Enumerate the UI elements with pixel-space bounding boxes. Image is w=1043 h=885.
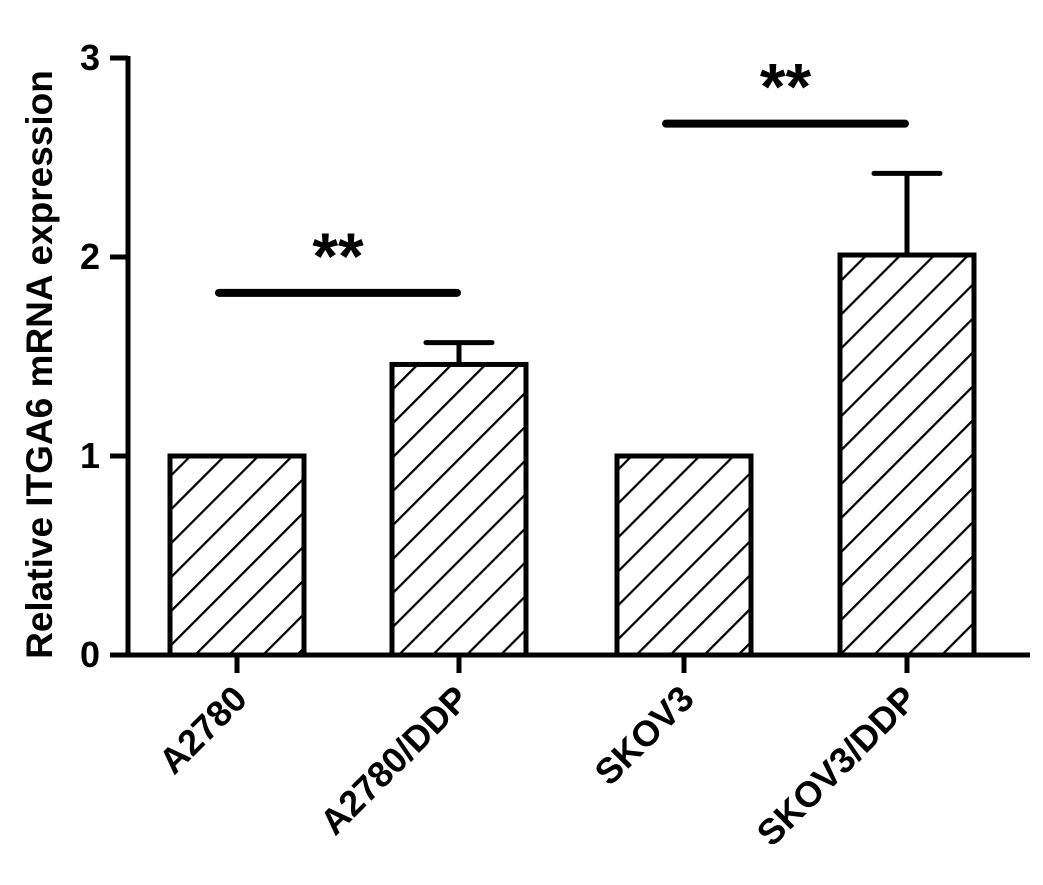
significance-label: **	[312, 219, 364, 293]
y-tick-label: 2	[80, 236, 100, 277]
significance-markers: ** **	[215, 50, 909, 297]
bar-a2780	[167, 453, 307, 658]
bar-a2780-ddp	[389, 361, 529, 658]
x-tick-label: SKOV3/DDP	[749, 678, 925, 854]
error-bars	[423, 170, 943, 365]
bar-skov3-ddp	[837, 252, 977, 658]
y-tick-label: 1	[80, 435, 100, 476]
bar-skov3	[614, 453, 754, 658]
x-tick-label: SKOV3	[586, 678, 701, 793]
y-axis-title: Relative ITGA6 mRNA expression	[19, 70, 60, 659]
bars	[167, 252, 977, 658]
y-tick-label: 0	[80, 634, 100, 675]
y-tick-label: 3	[80, 37, 100, 78]
x-tick-label: A2780/DDP	[312, 678, 477, 843]
x-tick-label: A2780	[151, 678, 255, 782]
significance-label: **	[760, 50, 812, 124]
